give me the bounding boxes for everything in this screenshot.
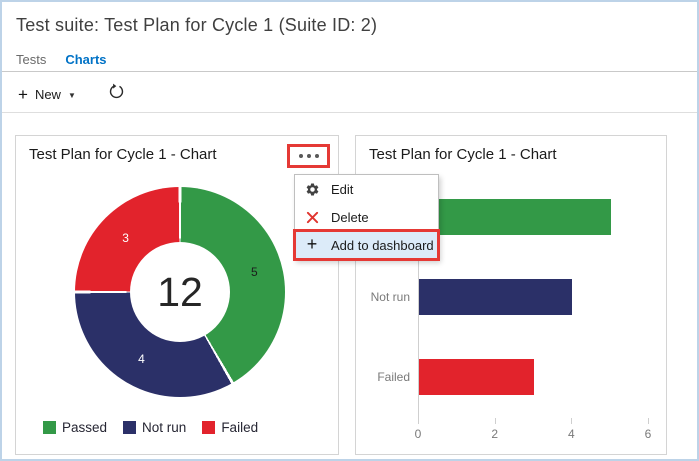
donut-chart-title: Test Plan for Cycle 1 - Chart [29,146,217,163]
x-axis-tick-label: 0 [414,427,422,441]
x-axis-tick-label: 6 [644,427,652,441]
bar-chart-card: Test Plan for Cycle 1 - Chart PassedNot … [355,135,667,455]
x-axis-tick [494,418,496,424]
ellipsis-icon [298,154,303,158]
tabs-divider [2,71,697,72]
legend-item-failed: Failed [202,420,258,435]
menu-item-edit[interactable]: Edit [295,175,438,203]
legend-swatch [123,421,137,434]
donut-slice-value: 3 [122,230,129,245]
bar-failed [419,359,534,395]
bar-passed [419,199,611,235]
legend-label: Passed [62,420,108,435]
chart-legend: Passed Not run Failed [43,420,258,435]
tab-charts[interactable]: Charts [65,52,107,67]
x-axis-tick [418,418,419,424]
tab-bar: Tests Charts [16,52,107,67]
donut-slice-value: 5 [251,265,258,280]
delete-x-icon [304,209,320,225]
gear-icon [304,181,320,197]
chart-context-menu-button[interactable] [287,144,330,168]
bar-category-label: Failed [377,370,410,384]
plus-icon: + [306,234,318,254]
x-axis-tick [648,418,649,424]
x-axis-tick-label: 2 [491,427,498,441]
donut-total-value: 12 [157,268,203,315]
menu-item-label: Add to dashboard [331,237,434,253]
toolbar-divider [2,112,697,113]
tab-tests[interactable]: Tests [16,52,47,67]
legend-item-not-run: Not run [123,420,186,435]
x-axis-tick-label: 4 [567,427,575,441]
bar-chart-y-axis [418,183,419,418]
chevron-down-icon: ▼ [67,90,76,100]
legend-label: Failed [221,420,259,435]
toolbar: + New ▼ [18,81,125,107]
bar-chart-title: Test Plan for Cycle 1 - Chart [369,146,557,163]
plus-icon: + [18,84,28,104]
page-title: Test suite: Test Plan for Cycle 1 (Suite… [16,15,378,35]
new-button-label: New [34,86,61,102]
refresh-button[interactable] [108,83,125,105]
legend-label: Not run [142,420,187,435]
new-chart-button[interactable]: + New ▼ [18,86,76,103]
donut-hole: 12 [130,242,230,342]
donut-chart: 5 4 3 12 [75,187,285,397]
legend-item-passed: Passed [43,420,107,435]
donut-slice-value: 4 [138,351,145,366]
refresh-icon [108,83,125,105]
bar-not-run [419,279,573,315]
x-axis-tick [571,418,573,424]
legend-swatch [202,421,216,434]
menu-item-label: Edit [331,181,354,197]
menu-item-add-to-dashboard[interactable]: + Add to dashboard [293,229,440,261]
bar-category-label: Not run [370,290,410,304]
donut-chart-card: Test Plan for Cycle 1 - Chart 5 4 3 12 Pas… [15,135,339,455]
chart-context-menu: Edit Delete + Add to dashboard [293,174,440,261]
menu-item-label: Delete [331,209,369,225]
legend-swatch [43,421,56,434]
menu-item-delete[interactable]: Delete [295,203,438,231]
